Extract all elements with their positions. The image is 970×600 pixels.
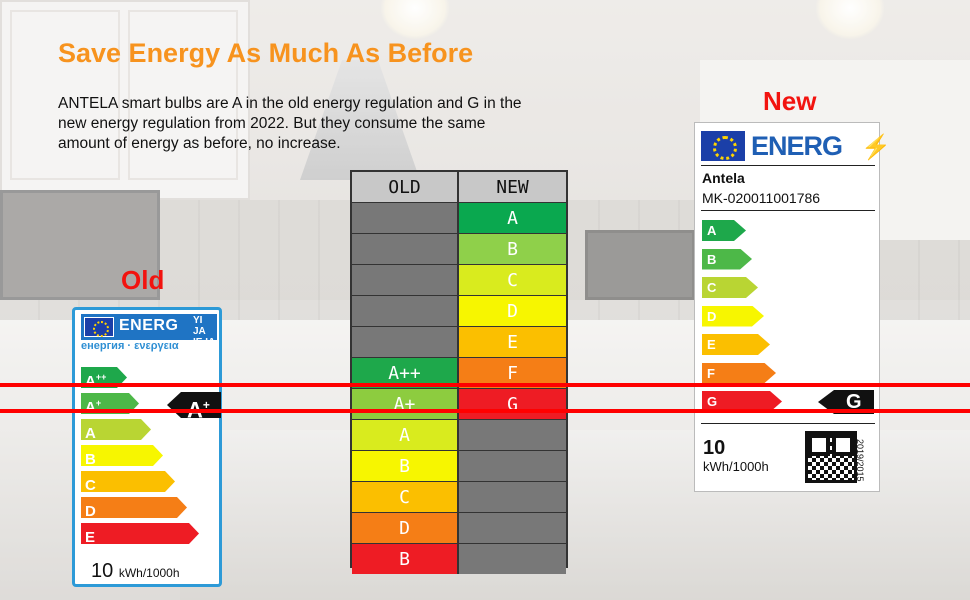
old-yija-text: YI JA IE IA — [193, 315, 216, 348]
comparison-new-cell — [459, 450, 566, 481]
divider — [701, 423, 875, 424]
new-class-bar: B — [702, 249, 752, 270]
comparison-old-cell — [352, 202, 459, 233]
old-class-bar: D — [81, 497, 187, 518]
old-class-bar: A — [81, 419, 151, 440]
regulation-year: 2019/2015 — [855, 439, 865, 482]
comparison-old-cell — [352, 326, 459, 357]
comparison-new-cell: B — [459, 233, 566, 264]
comparison-new-cell: C — [459, 264, 566, 295]
old-label-header: ENERG YI JA IE IA — [81, 314, 217, 348]
comparison-new-cell: D — [459, 295, 566, 326]
comparison-new-cell — [459, 419, 566, 450]
description: ANTELA smart bulbs are A in the old ener… — [58, 95, 522, 152]
comparison-old-cell: B — [352, 543, 459, 574]
new-class-bar: A — [702, 220, 746, 241]
new-energ-text: ENERG — [751, 131, 843, 161]
comparison-old-cell: D — [352, 512, 459, 543]
old-class-bar: C — [81, 471, 175, 492]
old-energ-text: ENERG — [119, 317, 179, 334]
old-title: Old — [121, 265, 165, 295]
new-class-bar: F — [702, 363, 776, 384]
comparison-old-cell: A+ — [352, 388, 459, 419]
old-label-subtitle: енергия · ενεργεια — [81, 340, 179, 352]
old-consumption-value: 10 — [91, 560, 114, 582]
new-consumption-unit: kWh/1000h — [703, 459, 769, 474]
qr-code-icon — [805, 431, 857, 483]
lightning-icon: ⚡ — [861, 134, 891, 161]
red-guide-line-bottom — [0, 409, 970, 413]
header-old: OLD — [352, 172, 459, 202]
divider — [701, 210, 875, 211]
comparison-new-cell — [459, 512, 566, 543]
new-consumption-value: 10 — [703, 437, 726, 459]
old-class-bar: E — [81, 523, 199, 544]
old-consumption-unit: kWh/1000h — [118, 566, 180, 580]
comparison-old-cell — [352, 264, 459, 295]
divider — [701, 165, 875, 166]
new-class-bar: C — [702, 277, 758, 298]
red-guide-line-top — [0, 383, 970, 387]
comparison-new-cell — [459, 543, 566, 574]
headline: Save Energy As Much As Before — [58, 38, 474, 68]
comparison-old-cell — [352, 233, 459, 264]
new-class-bar: E — [702, 334, 770, 355]
new-model: MK-020011001786 — [702, 190, 821, 206]
new-brand: Antela — [702, 170, 745, 186]
old-class-bar: A++ — [81, 367, 127, 388]
comparison-old-cell: A++ — [352, 357, 459, 388]
old-class-bar: A+ — [81, 393, 139, 414]
old-energy-label: ENERG YI JA IE IA енергия · ενεργεια A++… — [72, 307, 222, 587]
header-new: NEW — [459, 172, 566, 202]
eu-flag-icon — [84, 317, 114, 337]
comparison-new-cell: G — [459, 388, 566, 419]
comparison-old-cell — [352, 295, 459, 326]
old-consumption: 10 kWh/1000h — [91, 560, 180, 583]
old-class-bar: B — [81, 445, 163, 466]
new-class-bar: G — [702, 391, 782, 412]
new-label-header: ENERG ⚡ — [701, 129, 891, 163]
comparison-new-cell: A — [459, 202, 566, 233]
comparison-new-cell: F — [459, 357, 566, 388]
comparison-old-cell: A — [352, 419, 459, 450]
new-title: New — [763, 86, 817, 116]
comparison-new-cell — [459, 481, 566, 512]
eu-flag-icon — [701, 131, 745, 161]
old-rating-arrow: A+ — [167, 392, 221, 418]
comparison-new-cell: E — [459, 326, 566, 357]
comparison-old-cell: B — [352, 450, 459, 481]
new-class-bar: D — [702, 306, 764, 327]
comparison-old-cell: C — [352, 481, 459, 512]
